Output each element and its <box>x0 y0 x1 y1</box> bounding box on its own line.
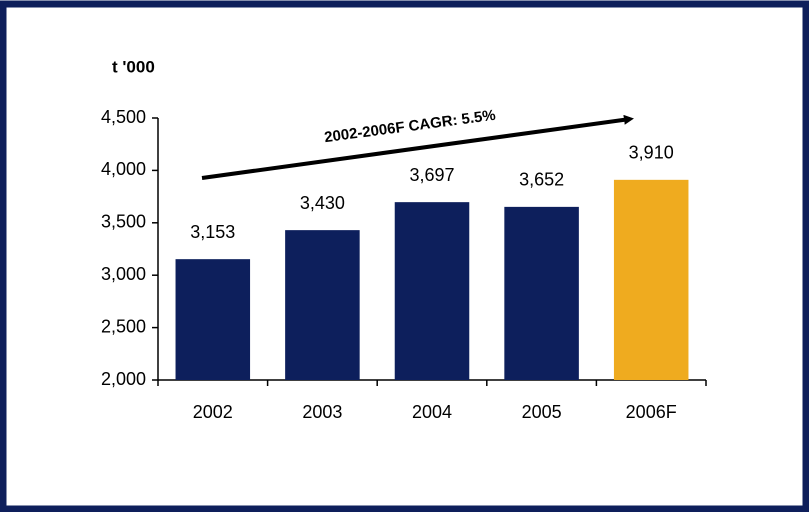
value-label: 3,697 <box>409 165 454 185</box>
bar <box>394 202 470 380</box>
x-tick-label: 2006F <box>626 402 677 422</box>
bar <box>175 259 251 380</box>
x-tick-label: 2003 <box>302 402 342 422</box>
y-tick-label: 2,000 <box>101 369 146 389</box>
x-tick-label: 2004 <box>412 402 452 422</box>
bar <box>504 206 579 380</box>
y-tick-label: 4,500 <box>101 107 146 127</box>
x-tick-label: 2002 <box>193 402 233 422</box>
value-label: 3,910 <box>629 143 674 163</box>
y-tick-label: 3,000 <box>101 264 146 284</box>
trend-arrow <box>201 114 634 180</box>
value-label: 3,153 <box>190 222 235 242</box>
y-tick-label: 3,500 <box>101 212 146 232</box>
bar <box>285 230 360 380</box>
value-label: 3,430 <box>300 193 345 213</box>
value-label: 3,652 <box>519 170 564 190</box>
bar <box>613 179 689 380</box>
x-tick-label: 2005 <box>522 402 562 422</box>
y-tick-label: 2,500 <box>101 316 146 336</box>
axis-label: t '000 <box>112 57 155 76</box>
y-tick-label: 4,000 <box>101 159 146 179</box>
